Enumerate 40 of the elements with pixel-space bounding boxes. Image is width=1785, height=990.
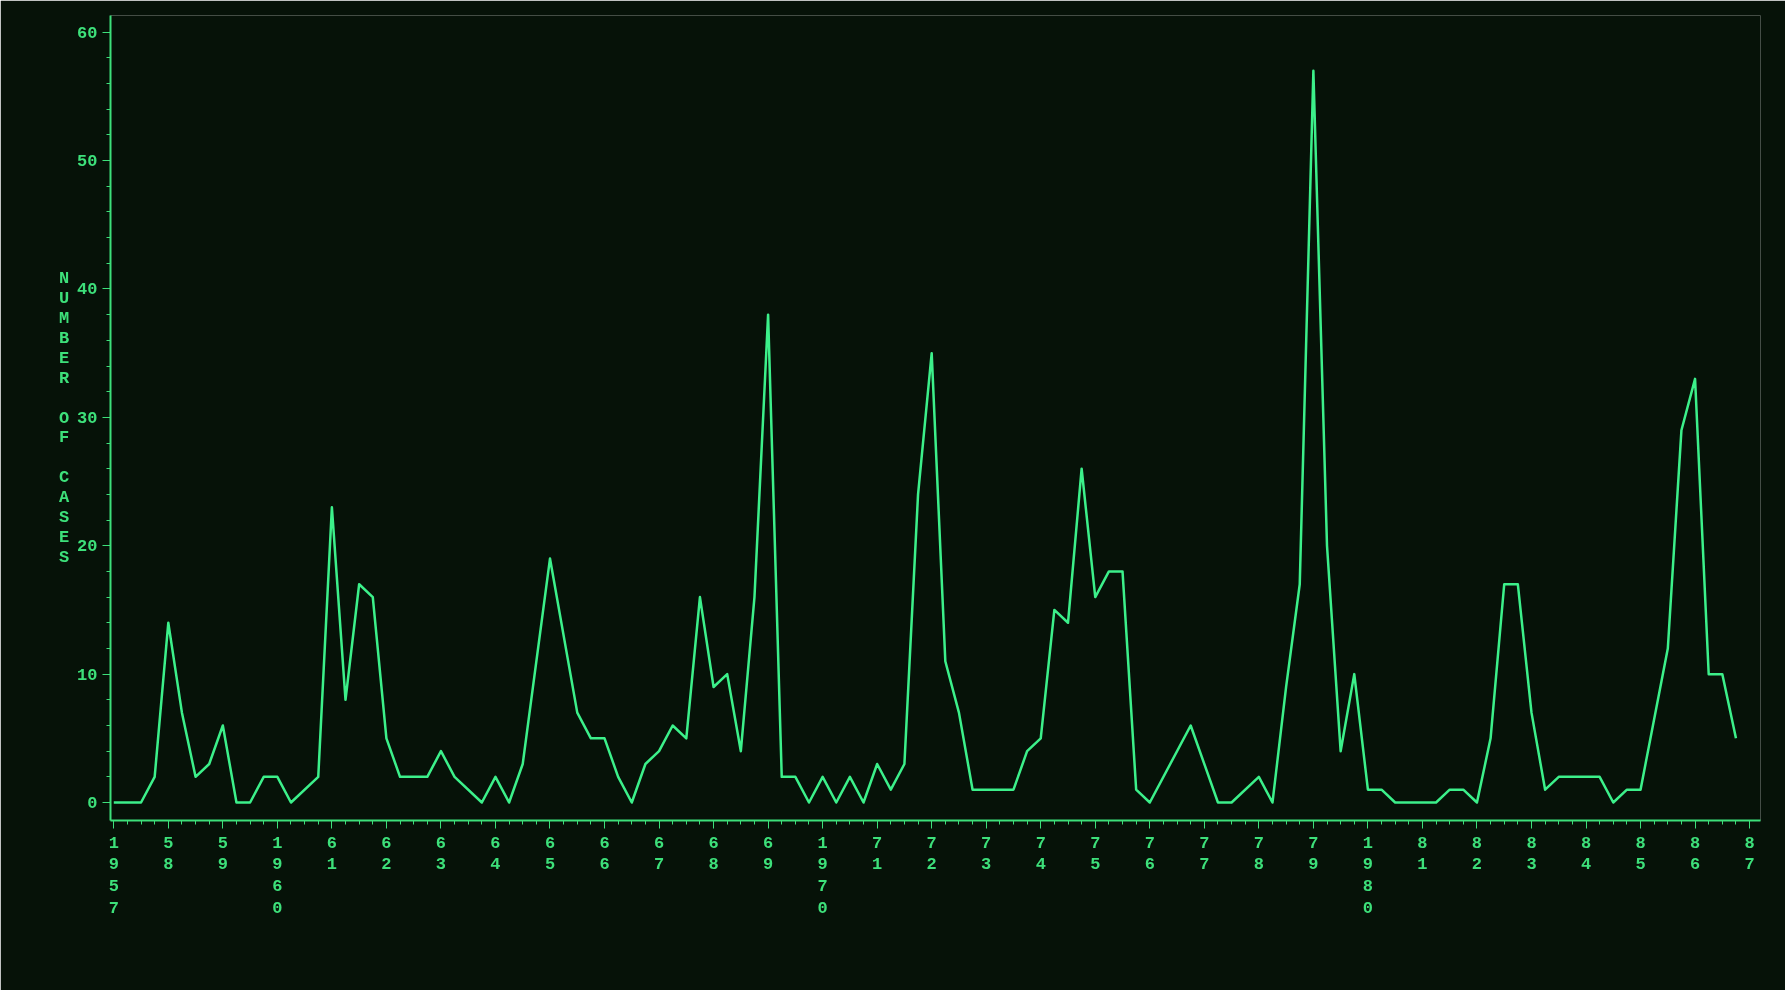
x-tick-label: 69 (763, 833, 774, 875)
x-tick-label: 78 (1253, 833, 1264, 875)
x-tick-label: 87 (1744, 833, 1755, 875)
x-tick-label: 72 (926, 833, 937, 875)
x-tick-label: 77 (1199, 833, 1210, 875)
x-tick-label: 82 (1471, 833, 1483, 875)
y-tick-label: 30 (77, 408, 98, 428)
x-tick-label: 58 (163, 833, 174, 875)
x-tick-label: 76 (1144, 833, 1155, 875)
x-tick-label: 62 (381, 833, 392, 875)
x-tick-label: 83 (1526, 833, 1537, 875)
y-tick-label: 50 (77, 152, 98, 172)
x-tick-label: 67 (653, 833, 665, 875)
x-tick-label: 59 (217, 833, 228, 875)
x-tick-label: 85 (1635, 833, 1646, 875)
x-tick-label: 1957 (108, 833, 119, 919)
y-tick-label: 0 (87, 794, 98, 814)
x-tick-label: 84 (1580, 833, 1592, 875)
x-tick-label: 66 (599, 833, 610, 875)
y-tick-label: 60 (77, 23, 98, 43)
x-tick-label: 73 (981, 833, 992, 875)
x-tick-label: 75 (1090, 833, 1101, 875)
x-tick-label: 74 (1035, 833, 1046, 875)
y-tick-label: 10 (77, 665, 98, 685)
x-tick-label: 71 (872, 833, 883, 875)
x-tick-label: 86 (1689, 833, 1701, 875)
line-series (112, 69, 1738, 804)
x-tick-label: 1960 (272, 833, 283, 919)
x-tick-label: 64 (490, 833, 501, 875)
text: NUMBER OF CASES (58, 268, 70, 568)
x-tick-label: 79 (1308, 833, 1319, 875)
x-tick-label: 81 (1417, 833, 1428, 875)
x-tick-label: 1970 (817, 833, 828, 919)
x-tick-label: 63 (435, 833, 447, 875)
y-tick-label: 40 (77, 280, 98, 300)
x-tick-label: 61 (326, 833, 337, 875)
x-tick-label: 65 (544, 833, 556, 875)
x-tick-label: 68 (708, 833, 719, 875)
y-tick-label: 20 (77, 537, 98, 557)
x-tick-label: 1980 (1362, 833, 1373, 919)
